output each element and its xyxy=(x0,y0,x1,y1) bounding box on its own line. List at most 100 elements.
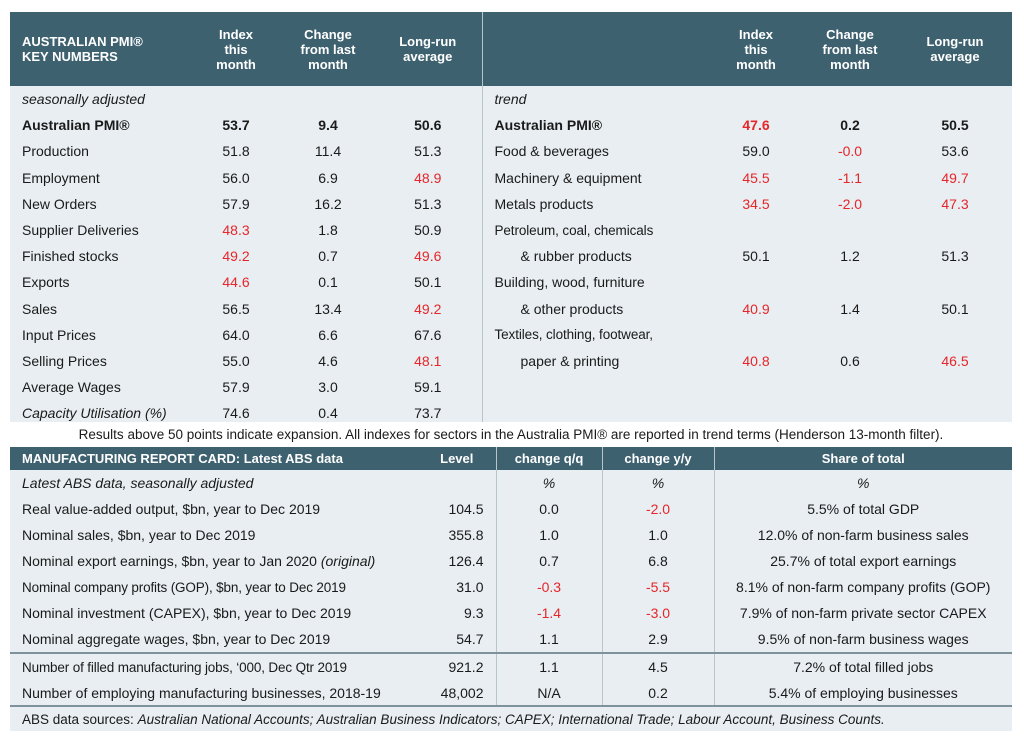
left-row-label: Exports xyxy=(10,269,190,296)
left-longrun-value: 49.2 xyxy=(374,295,482,322)
left-longrun-value: 51.3 xyxy=(374,138,482,165)
left-change-value: 0.7 xyxy=(282,243,374,270)
report-card-row-label: Nominal sales, $bn, year to Dec 2019 xyxy=(10,522,418,548)
left-index-value: 56.0 xyxy=(190,164,282,191)
report-card-row-label: Number of filled manufacturing jobs, ‘00… xyxy=(10,652,418,680)
left-longrun-value: 50.1 xyxy=(374,269,482,296)
abs-data-sources: ABS data sources: Australian National Ac… xyxy=(10,705,1012,731)
left-longrun-value: 51.3 xyxy=(374,190,482,217)
change-yy-value: -2.0 xyxy=(601,496,714,522)
right-change-value xyxy=(802,269,898,296)
seasonally-adjusted-label: seasonally adjusted xyxy=(10,86,482,113)
right-longrun-value: 53.6 xyxy=(898,138,1012,165)
left-index-value: 48.3 xyxy=(190,216,282,244)
right-longrun-value: 49.7 xyxy=(898,164,1012,191)
pmi-row: Exports 44.6 0.1 50.1 Building, wood, furnit… xyxy=(10,269,1012,296)
change-yy-value: 2.9 xyxy=(601,626,714,653)
left-change-value: 6.6 xyxy=(282,321,374,348)
pmi-row: Australian PMI® 53.7 9.4 50.6 Australian PMI… xyxy=(10,112,1012,139)
left-index-value: 57.9 xyxy=(190,190,282,217)
header-longrun-left: Long-run average xyxy=(374,12,482,86)
right-row-label: & other products xyxy=(481,295,710,322)
left-change-value: 3.0 xyxy=(282,374,374,401)
left-longrun-value: 48.1 xyxy=(374,347,482,375)
left-index-value: 56.5 xyxy=(190,295,282,322)
left-index-value: 51.8 xyxy=(190,138,282,165)
pmi-row: New Orders 57.9 16.2 51.3 Metals products 34.… xyxy=(10,190,1012,217)
left-row-label: Average Wages xyxy=(10,374,190,401)
left-row-label: Supplier Deliveries xyxy=(10,216,190,244)
left-longrun-value: 49.6 xyxy=(374,243,482,270)
left-row-label: Employment xyxy=(10,164,190,191)
pmi-row: Supplier Deliveries 48.3 1.8 50.9 Petroleum,… xyxy=(10,216,1012,244)
right-change-value: 1.2 xyxy=(802,243,898,270)
level-value: 126.4 xyxy=(418,548,496,574)
report-card-row: Number of filled manufacturing jobs, ‘00… xyxy=(10,652,1012,680)
left-change-value: 16.2 xyxy=(282,190,374,217)
header-blank-right xyxy=(481,12,710,86)
level-value: 921.2 xyxy=(418,652,496,680)
pmi-key-numbers-table: AUSTRALIAN PMI® KEY NUMBERS Index this m… xyxy=(10,12,1012,427)
pmi-row: Finished stocks 49.2 0.7 49.6 & rubber produ… xyxy=(10,243,1012,270)
report-card-row: Nominal aggregate wages, $bn, year to De… xyxy=(10,626,1012,653)
left-index-value: 44.6 xyxy=(190,269,282,296)
report-card-row: Number of employing manufacturing busine… xyxy=(10,680,1012,706)
right-longrun-value: 50.1 xyxy=(898,295,1012,322)
pmi-row: Input Prices 64.0 6.6 67.6 Textiles, clothin… xyxy=(10,321,1012,348)
row-label-text: Nominal company profits (GOP), $bn, year… xyxy=(22,579,346,595)
right-index-value: 45.5 xyxy=(710,164,802,191)
report-card-row: Nominal sales, $bn, year to Dec 2019 355.… xyxy=(10,522,1012,548)
right-index-value xyxy=(710,216,802,244)
right-row-label xyxy=(481,374,710,401)
header-level: Level xyxy=(418,447,496,470)
share-of-total-value: 5.4% of employing businesses xyxy=(713,680,1012,706)
pmi-table-title: AUSTRALIAN PMI® KEY NUMBERS xyxy=(10,12,190,86)
left-change-value: 6.9 xyxy=(282,164,374,191)
row-label-text: Nominal sales, $bn, year to Dec 2019 xyxy=(22,527,256,543)
change-yy-value: -3.0 xyxy=(601,600,714,626)
left-longrun-value: 59.1 xyxy=(374,374,482,401)
level-value: 355.8 xyxy=(418,522,496,548)
left-row-label: Production xyxy=(10,138,190,165)
report-card-row-label: Nominal company profits (GOP), $bn, year… xyxy=(10,574,418,600)
right-index-value: 50.1 xyxy=(710,243,802,270)
change-yy-value: 0.2 xyxy=(601,680,714,706)
pmi-row: Sales 56.5 13.4 49.2 & other products 40.9 1.4… xyxy=(10,295,1012,322)
right-longrun-value xyxy=(898,269,1012,296)
right-index-value: 34.5 xyxy=(710,190,802,217)
pmi-row: Employment 56.0 6.9 48.9 Machinery & equipme… xyxy=(10,164,1012,191)
change-qq-value: 1.0 xyxy=(495,522,602,548)
pmi-subheader-row: seasonally adjusted trend xyxy=(10,86,1012,113)
left-index-value: 64.0 xyxy=(190,321,282,348)
report-card-title: MANUFACTURING REPORT CARD: Latest ABS da… xyxy=(10,447,418,470)
left-change-value: 9.4 xyxy=(282,112,374,139)
sources-prefix: ABS data sources: xyxy=(22,712,138,727)
change-qq-value: 1.1 xyxy=(495,626,602,653)
right-index-value xyxy=(710,321,802,348)
right-longrun-value: 50.5 xyxy=(898,112,1012,139)
right-index-value: 40.8 xyxy=(710,347,802,375)
left-change-value: 13.4 xyxy=(282,295,374,322)
report-card-row: Nominal investment (CAPEX), $bn, year to… xyxy=(10,600,1012,626)
share-of-total-value: 5.5% of total GDP xyxy=(713,496,1012,522)
header-change-left: Change from last month xyxy=(282,12,374,86)
right-longrun-value xyxy=(898,374,1012,401)
header-index-left: Index this month xyxy=(190,12,282,86)
expansion-note: Results above 50 points indicate expansi… xyxy=(10,422,1012,447)
left-longrun-value: 50.6 xyxy=(374,112,482,139)
change-qq-value: -1.4 xyxy=(495,600,602,626)
row-label-text: Number of filled manufacturing jobs, ‘00… xyxy=(22,659,347,675)
share-of-total-value: 7.9% of non-farm private sector CAPEX xyxy=(713,600,1012,626)
latest-abs-data-label: Latest ABS data, seasonally adjusted xyxy=(10,470,418,496)
share-of-total-value: 9.5% of non-farm business wages xyxy=(713,626,1012,653)
change-yy-value: -5.5 xyxy=(601,574,714,600)
right-change-value: -2.0 xyxy=(802,190,898,217)
change-yy-value: 6.8 xyxy=(601,548,714,574)
left-row-label: New Orders xyxy=(10,190,190,217)
report-card-header-row: MANUFACTURING REPORT CARD: Latest ABS da… xyxy=(10,447,1012,470)
report-card-row-label: Nominal investment (CAPEX), $bn, year to… xyxy=(10,600,418,626)
change-yy-value: 4.5 xyxy=(601,652,714,680)
right-index-value xyxy=(710,374,802,401)
right-row-label: Building, wood, furniture xyxy=(481,269,710,296)
